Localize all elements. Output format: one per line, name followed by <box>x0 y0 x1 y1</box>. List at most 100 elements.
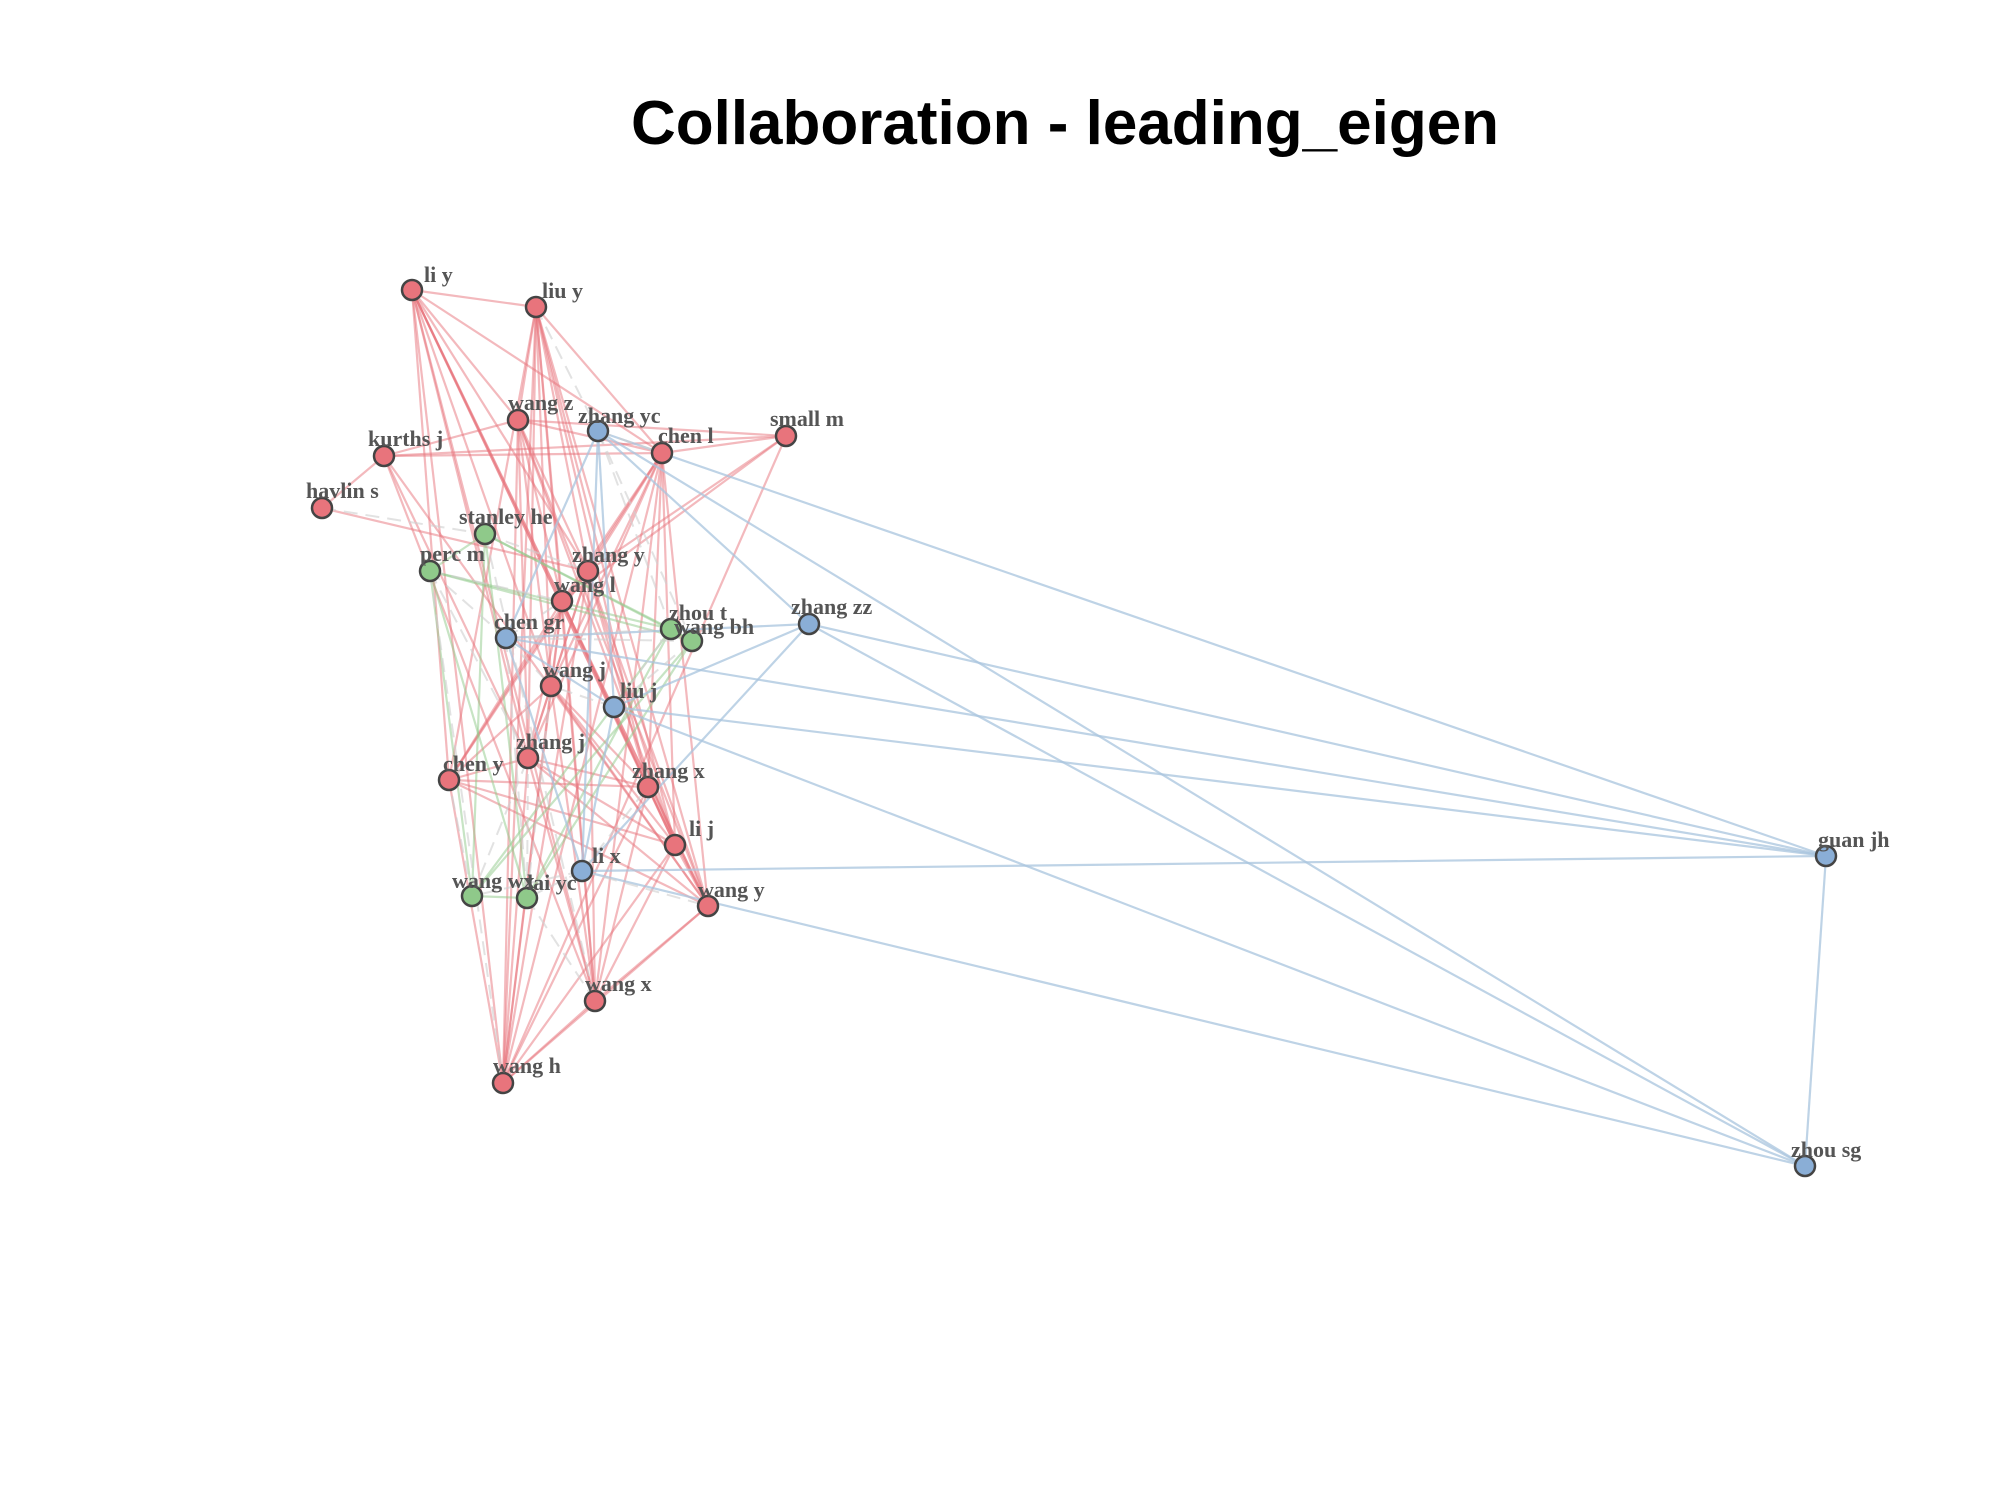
node-label-wang-x: wang x <box>585 971 652 996</box>
edge-wang-x--wang-h <box>502 1000 596 1084</box>
edge-zhang-zz--guan-jh <box>808 622 1827 858</box>
edge-stanley-he--zhang-y <box>484 533 589 572</box>
edge-liu-j--guan-jh <box>613 705 1827 858</box>
edge-wang-z--kurths-j <box>383 418 519 458</box>
edge-liu-y--zhang-y <box>534 306 590 572</box>
edge-chen-l--wang-y <box>660 452 710 907</box>
edge-chen-gr--guan-jh <box>505 636 1827 858</box>
edge-liu-j--li-x <box>580 706 616 872</box>
edge-zhang-yc--chen-l <box>597 430 663 454</box>
edge-havlin-s--zhang-y <box>321 506 589 573</box>
node-zhou-t <box>659 617 683 641</box>
edge-wang-bh--lai-yc <box>526 640 693 899</box>
edges-layer <box>321 288 1828 1168</box>
edge-liu-y--wang-y <box>534 306 710 907</box>
edge-li-y--wang-h <box>410 289 505 1084</box>
node-label-wang-j: wang j <box>543 657 606 682</box>
node-wang-y <box>696 894 720 918</box>
edge-zhang-zz--li-x <box>581 623 810 872</box>
edge-wang-j--zhang-j <box>526 685 553 759</box>
edge-li-y--chen-y <box>410 289 451 781</box>
edge-chen-gr--zhou-t <box>505 628 672 639</box>
node-label-chen-gr: chen gr <box>494 609 565 634</box>
node-label-stanley-he: stanley he <box>459 504 553 529</box>
node-liu-j <box>602 695 626 719</box>
edge-kurths-j--wang-x <box>382 455 597 1002</box>
edge-zhang-yc--wang-bh <box>597 430 693 642</box>
node-zhang-yc <box>586 419 610 443</box>
edge-liu-j--zhou-sg <box>613 705 1806 1168</box>
node-wang-j <box>539 674 563 698</box>
node-zhang-j <box>516 746 540 770</box>
edge-small-m--wang-l <box>561 435 787 602</box>
node-label-small-m: small m <box>770 406 844 431</box>
node-label-wang-bh: wang bh <box>674 614 754 639</box>
nodes-layer <box>310 278 1838 1178</box>
node-wang-wx <box>460 884 484 908</box>
edge-zhang-j--wang-h <box>501 757 530 1084</box>
node-guan-jh <box>1814 844 1838 868</box>
edge-chen-y--zhang-x <box>448 778 649 789</box>
edge-wang-wx--chen-y <box>448 779 473 897</box>
edge-li-x--zhang-x <box>581 786 649 872</box>
node-label-wang-wx: wang wx <box>452 868 535 893</box>
edge-wang-l--chen-y <box>448 600 563 781</box>
edge-perc-m--wang-h <box>429 570 504 1084</box>
edge-havlin-s--stanley-he <box>321 507 486 535</box>
edge-chen-gr--perc-m <box>429 570 507 639</box>
edge-zhang-yc--zhang-zz <box>597 430 810 625</box>
edge-kurths-j--havlin-s <box>321 455 385 509</box>
node-label-zhang-yc: zhang yc <box>578 403 661 428</box>
node-wang-x <box>583 989 607 1013</box>
edge-chen-gr--liu-j <box>505 637 615 708</box>
node-label-zhou-sg: zhou sg <box>1791 1137 1861 1162</box>
edge-liu-j--wang-bh <box>613 640 693 708</box>
edge-li-j--wang-h <box>502 844 676 1084</box>
edge-zhang-zz--zhou-sg <box>808 623 1806 1167</box>
node-li-y <box>400 278 424 302</box>
edge-wang-j--zhang-x <box>550 685 649 788</box>
node-li-x <box>570 859 594 883</box>
edge-li-x--guan-jh <box>581 854 1827 873</box>
edge-wang-j--chen-y <box>448 685 552 781</box>
edge-perc-m--zhou-t <box>429 569 672 631</box>
edge-chen-l--wang-x <box>593 452 664 1002</box>
edge-wang-z--zhang-y <box>517 419 589 572</box>
node-zhang-zz <box>797 612 821 636</box>
edge-li-x--zhou-sg <box>581 869 1806 1168</box>
edge-zhang-j--zhang-x <box>527 756 649 789</box>
edge-small-m--wang-h <box>501 435 788 1084</box>
node-wang-z <box>506 408 530 432</box>
node-havlin-s <box>310 496 334 520</box>
edge-li-j--wang-y <box>674 844 709 907</box>
edge-chen-gr--wang-bh <box>505 637 693 642</box>
edge-zhang-zz--liu-j <box>613 622 810 709</box>
edge-wang-z--wang-j <box>516 419 553 687</box>
edge-zhang-yc--zhou-t <box>597 430 672 630</box>
edge-kurths-j--chen-l <box>383 451 663 458</box>
edge-zhang-x--wang-h <box>502 786 649 1084</box>
edge-liu-y--wang-h <box>501 306 538 1084</box>
node-lai-yc <box>515 886 539 910</box>
edge-chen-l--zhang-j <box>526 452 664 759</box>
edge-zhang-yc--zhou-sg <box>597 430 1806 1167</box>
node-label-chen-y: chen y <box>443 751 504 776</box>
node-li-j <box>663 833 687 857</box>
node-perc-m <box>418 559 442 583</box>
node-kurths-j <box>372 444 396 468</box>
edge-chen-y--wang-y <box>448 779 709 907</box>
edge-stanley-he--wang-bh <box>484 533 693 642</box>
node-label-wang-y: wang y <box>698 877 765 902</box>
edge-guan-jh--zhou-sg <box>1803 855 1828 1167</box>
node-label-liu-y: liu y <box>542 278 583 303</box>
edge-liu-y--chen-l <box>535 306 663 454</box>
page-title: Collaboration - leading_eigen <box>630 89 1500 158</box>
edge-liu-j--zhou-t <box>613 628 672 708</box>
node-label-zhang-j: zhang j <box>516 729 585 754</box>
edge-small-m--chen-l <box>661 434 787 455</box>
node-liu-y <box>524 295 548 319</box>
edge-zhang-y--zhang-x <box>586 570 650 788</box>
node-label-chen-l: chen l <box>658 423 714 448</box>
edge-kurths-j--small-m <box>383 434 787 458</box>
node-zhang-y <box>576 559 600 583</box>
